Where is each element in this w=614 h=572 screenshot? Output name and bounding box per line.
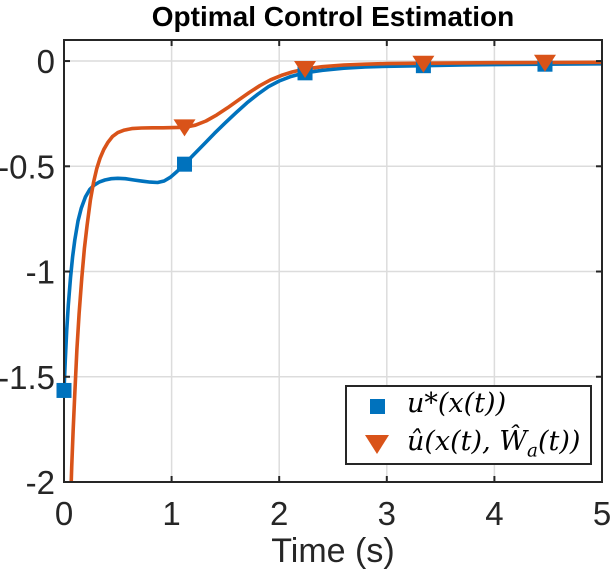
series-line-0 bbox=[64, 62, 602, 393]
y-tick-label: -1 bbox=[26, 254, 55, 291]
series-line-1 bbox=[69, 60, 602, 482]
square-marker bbox=[177, 156, 193, 172]
legend-label: û(x(t), Ŵa(t)) bbox=[407, 426, 581, 462]
legend-item-estimated-control: û(x(t), Ŵa(t)) bbox=[347, 425, 590, 463]
chart-title: Optimal Control Estimation bbox=[151, 1, 515, 32]
legend-label: u*(x(t)) bbox=[407, 388, 507, 420]
square-marker bbox=[56, 382, 72, 398]
y-tick-label: -1.5 bbox=[0, 359, 55, 396]
x-tick-label: 3 bbox=[378, 495, 396, 532]
x-tick-label: 5 bbox=[593, 495, 611, 532]
square-icon bbox=[347, 398, 407, 414]
triangle-down-marker bbox=[412, 55, 435, 73]
triangle-down-marker bbox=[173, 119, 196, 137]
y-tick-label: -2 bbox=[26, 464, 55, 501]
triangle-down-marker bbox=[533, 54, 556, 72]
x-tick-label: 0 bbox=[55, 495, 73, 532]
y-tick-label: -0.5 bbox=[0, 148, 55, 185]
triangle-down-marker bbox=[294, 61, 317, 79]
triangle-down-icon bbox=[347, 434, 407, 454]
y-tick-label: 0 bbox=[37, 43, 55, 80]
x-axis-label: Time (s) bbox=[271, 532, 395, 570]
x-tick-label: 1 bbox=[162, 495, 180, 532]
x-tick-label: 4 bbox=[485, 495, 503, 532]
legend: u*(x(t)) û(x(t), Ŵa(t)) bbox=[345, 385, 592, 465]
axes-box bbox=[63, 39, 603, 483]
legend-item-optimal-control: u*(x(t)) bbox=[347, 387, 590, 425]
x-tick-label: 2 bbox=[270, 495, 288, 532]
